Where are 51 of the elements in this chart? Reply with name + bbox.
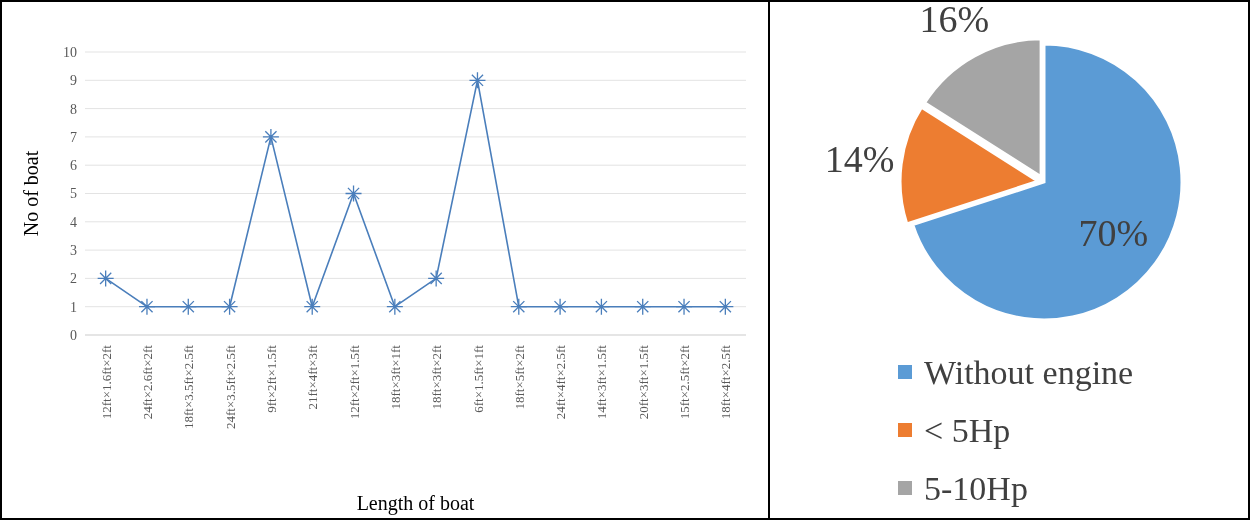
x-tick-label: 12ft×2ft×1.5ft	[346, 344, 362, 420]
y-tick-label: 9	[70, 73, 77, 89]
point	[386, 298, 404, 316]
y-tick-label: 10	[63, 44, 77, 60]
point	[675, 298, 693, 316]
data-label: 70%	[1078, 211, 1149, 254]
x-tick-label: 12ft×1.6ft×2ft	[98, 344, 114, 420]
point	[634, 298, 652, 316]
point	[592, 298, 611, 316]
legend-label: Without engine	[924, 353, 1134, 391]
y-tick-label: 1	[70, 299, 77, 315]
x-tick-label: 18ft×3ft×1ft	[387, 344, 403, 410]
point	[262, 128, 280, 146]
x-tick-label: 6ft×1.5ft×1ft	[470, 344, 486, 413]
y-tick-label: 8	[70, 101, 77, 117]
y-tick-label: 3	[70, 243, 77, 259]
data-label: 16%	[919, 0, 990, 41]
point	[97, 269, 115, 288]
point	[303, 298, 321, 316]
y-tick-label: 6	[70, 158, 77, 174]
point	[179, 298, 197, 316]
x-axis-title: Length of boat	[356, 492, 475, 515]
x-tick-label: 18ft×4ft×2.5ft	[718, 344, 734, 420]
x-tick-label: 15ft×2.5ft×2ft	[677, 344, 693, 420]
point	[344, 184, 363, 203]
x-tick-label: 18ft×3ft×2ft	[429, 344, 445, 410]
y-tick-label: 7	[70, 129, 77, 145]
data-label: 14%	[824, 137, 895, 180]
x-tick-label: 18ft×5ft×2ft	[511, 344, 527, 410]
x-tick-label: 24ft×4ft×2.5ft	[553, 344, 569, 420]
point	[220, 298, 239, 316]
x-tick-label: 18ft×3.5ft×2.5ft	[181, 344, 197, 429]
x-tick-label: 24ft×2.6ft×2ft	[140, 344, 156, 420]
x-tick-label: 14ft×3ft×1.5ft	[594, 344, 610, 420]
y-axis-title: No of boat	[20, 150, 42, 237]
point	[427, 269, 445, 288]
y-tick-label: 2	[70, 271, 77, 287]
point	[716, 298, 734, 316]
point	[510, 298, 528, 316]
x-tick-label: 9ft×2ft×1.5ft	[263, 344, 279, 413]
x-tick-label: 24ft×3.5ft×2.5ft	[222, 344, 238, 429]
legend-label: < 5Hp	[924, 411, 1011, 449]
x-tick-label: 21ft×4ft×3ft	[305, 344, 321, 410]
point	[468, 71, 487, 89]
legend-label: 5-10Hp	[924, 469, 1028, 507]
x-tick-label: 20ft×3ft×1.5ft	[635, 344, 651, 420]
y-tick-label: 0	[70, 327, 77, 343]
y-tick-label: 4	[70, 214, 77, 230]
point	[551, 298, 569, 316]
y-tick-label: 5	[70, 186, 77, 202]
point	[138, 298, 156, 316]
